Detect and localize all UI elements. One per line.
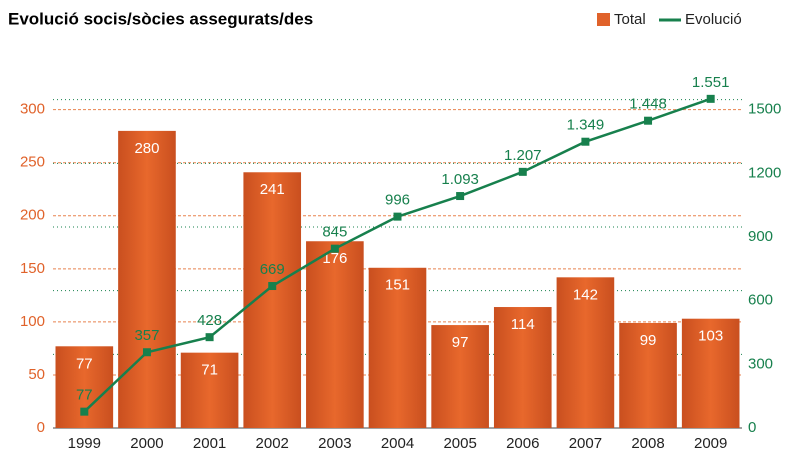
y-tick-label: 100 xyxy=(20,313,45,330)
bar xyxy=(431,325,489,428)
y2-tick-label: 600 xyxy=(748,292,773,309)
line-value-label: 1.207 xyxy=(504,147,542,164)
bar xyxy=(118,130,176,428)
line-value-label: 845 xyxy=(322,224,347,241)
line-marker xyxy=(456,192,465,201)
line-value-label: 77 xyxy=(76,387,93,404)
line-marker xyxy=(142,348,151,357)
bar-value-label: 151 xyxy=(385,277,410,294)
legend-label: Total xyxy=(614,11,646,28)
line-marker xyxy=(330,244,339,253)
bar-value-label: 241 xyxy=(260,181,285,198)
line-value-label: 669 xyxy=(260,261,285,278)
bar xyxy=(368,267,427,428)
line-marker xyxy=(268,282,277,291)
y2-tick-label: 1500 xyxy=(748,101,781,118)
bar-value-label: 97 xyxy=(452,334,469,351)
line-value-label: 428 xyxy=(197,312,222,329)
bar xyxy=(243,172,302,428)
bar xyxy=(556,277,615,428)
bar-value-label: 71 xyxy=(201,362,218,379)
x-tick-label: 2002 xyxy=(256,435,289,452)
y-tick-label: 150 xyxy=(20,260,45,277)
y2-tick-label: 1200 xyxy=(748,164,781,181)
line-marker xyxy=(706,94,715,103)
x-tick-label: 2009 xyxy=(694,435,727,452)
legend-label: Evolució xyxy=(685,11,742,28)
bar-value-label: 114 xyxy=(511,316,535,333)
chart-title: Evolució socis/sòcies assegurats/des xyxy=(8,9,313,28)
bar xyxy=(180,352,239,428)
y-tick-label: 200 xyxy=(20,207,45,224)
line-marker xyxy=(581,137,590,146)
x-tick-label: 2004 xyxy=(381,435,414,452)
y-tick-label: 0 xyxy=(37,419,45,436)
bar xyxy=(681,318,740,428)
bar-value-label: 77 xyxy=(76,355,93,372)
y-tick-label: 300 xyxy=(20,101,45,118)
line-marker xyxy=(518,167,527,176)
bar xyxy=(619,322,677,428)
x-tick-label: 2003 xyxy=(318,435,351,452)
y2-tick-label: 300 xyxy=(748,355,773,372)
line-marker xyxy=(80,407,89,416)
line-value-label: 357 xyxy=(134,327,159,344)
x-tick-label: 2007 xyxy=(569,435,602,452)
x-tick-label: 1999 xyxy=(68,435,101,452)
y-tick-label: 50 xyxy=(28,366,45,383)
y2-tick-label: 0 xyxy=(748,419,756,436)
bar xyxy=(306,241,364,428)
bar-value-label: 142 xyxy=(573,286,598,303)
line-value-label: 1.551 xyxy=(692,74,730,91)
line-value-label: 1.093 xyxy=(441,171,479,188)
bar xyxy=(493,307,552,428)
x-tick-label: 2006 xyxy=(506,435,539,452)
bar-value-label: 99 xyxy=(640,332,657,349)
line-value-label: 1.448 xyxy=(629,96,667,113)
bar-value-label: 103 xyxy=(698,328,723,345)
line-marker xyxy=(644,116,653,125)
bar-value-label: 280 xyxy=(134,140,159,157)
line-value-label: 996 xyxy=(385,192,410,209)
y2-tick-label: 900 xyxy=(748,228,773,245)
legend-swatch xyxy=(597,13,610,26)
x-tick-label: 2000 xyxy=(130,435,163,452)
line-marker xyxy=(205,333,214,342)
x-tick-label: 2005 xyxy=(443,435,476,452)
y-tick-label: 250 xyxy=(20,154,45,171)
line-marker xyxy=(393,212,402,221)
x-tick-label: 2008 xyxy=(631,435,664,452)
bar-value-label: 176 xyxy=(322,250,347,267)
line-value-label: 1.349 xyxy=(567,117,605,134)
x-tick-label: 2001 xyxy=(193,435,226,452)
